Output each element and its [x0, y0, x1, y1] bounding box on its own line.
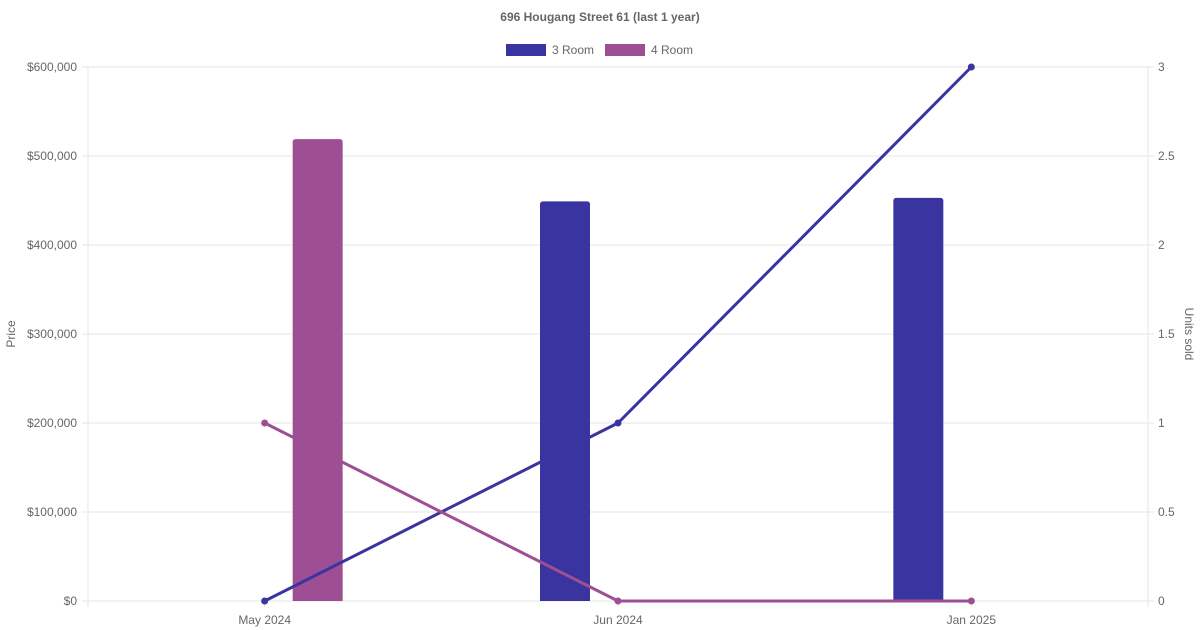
point-3-room-2[interactable] — [967, 63, 975, 71]
point-4-room-2[interactable] — [967, 597, 975, 605]
y2-tick-label: 0 — [1158, 594, 1165, 608]
y-tick-label: $600,000 — [27, 60, 77, 74]
y-tick-label: $200,000 — [27, 416, 77, 430]
legend-label-4-room: 4 Room — [651, 43, 693, 57]
y2-tick-label: 2 — [1158, 238, 1165, 252]
legend-swatch-4-room — [605, 44, 645, 56]
y2-tick-label: 1.5 — [1158, 327, 1175, 341]
point-3-room-1[interactable] — [614, 419, 622, 427]
y2-tick-label: 1 — [1158, 416, 1165, 430]
y-tick-label: $0 — [64, 594, 78, 608]
units-sold-lines — [261, 63, 975, 605]
y2-tick-label: 0.5 — [1158, 505, 1175, 519]
bar-3-room-2[interactable] — [893, 197, 944, 601]
y-axis-price: $0 $100,000 $200,000 $300,000 $400,000 $500,0… — [27, 60, 77, 608]
y-tick-label: $400,000 — [27, 238, 77, 252]
y-tick-label: $300,000 — [27, 327, 77, 341]
y2-tick-label: 2.5 — [1158, 149, 1175, 163]
y-axis-title-units-sold: Units sold — [1182, 308, 1196, 361]
legend-item-4-room[interactable]: 4 Room — [605, 43, 693, 57]
price-bars — [292, 139, 944, 601]
x-tick-label: May 2024 — [238, 613, 291, 627]
y-tick-label: $100,000 — [27, 505, 77, 519]
y-tick-label: $500,000 — [27, 149, 77, 163]
legend-item-3-room[interactable]: 3 Room — [506, 43, 594, 57]
x-tick-label: Jun 2024 — [593, 613, 643, 627]
legend[interactable]: 3 Room 4 Room — [506, 43, 693, 57]
bar-4-room-0[interactable] — [292, 139, 343, 601]
y-axis-title-price: Price — [4, 320, 18, 348]
bar-3-room-1[interactable] — [540, 201, 590, 601]
legend-swatch-3-room — [506, 44, 546, 56]
x-tick-label: Jan 2025 — [947, 613, 997, 627]
x-axis: May 2024 Jun 2024 Jan 2025 — [238, 613, 996, 627]
point-4-room-0[interactable] — [261, 419, 269, 427]
point-4-room-1[interactable] — [614, 597, 622, 605]
gridlines — [82, 66, 1154, 607]
legend-label-3-room: 3 Room — [552, 43, 594, 57]
y-axis-units-sold: 0 0.5 1 1.5 2 2.5 3 — [1158, 60, 1175, 608]
point-3-room-0[interactable] — [261, 597, 269, 605]
chart-title: 696 Hougang Street 61 (last 1 year) — [500, 10, 699, 24]
y2-tick-label: 3 — [1158, 60, 1165, 74]
